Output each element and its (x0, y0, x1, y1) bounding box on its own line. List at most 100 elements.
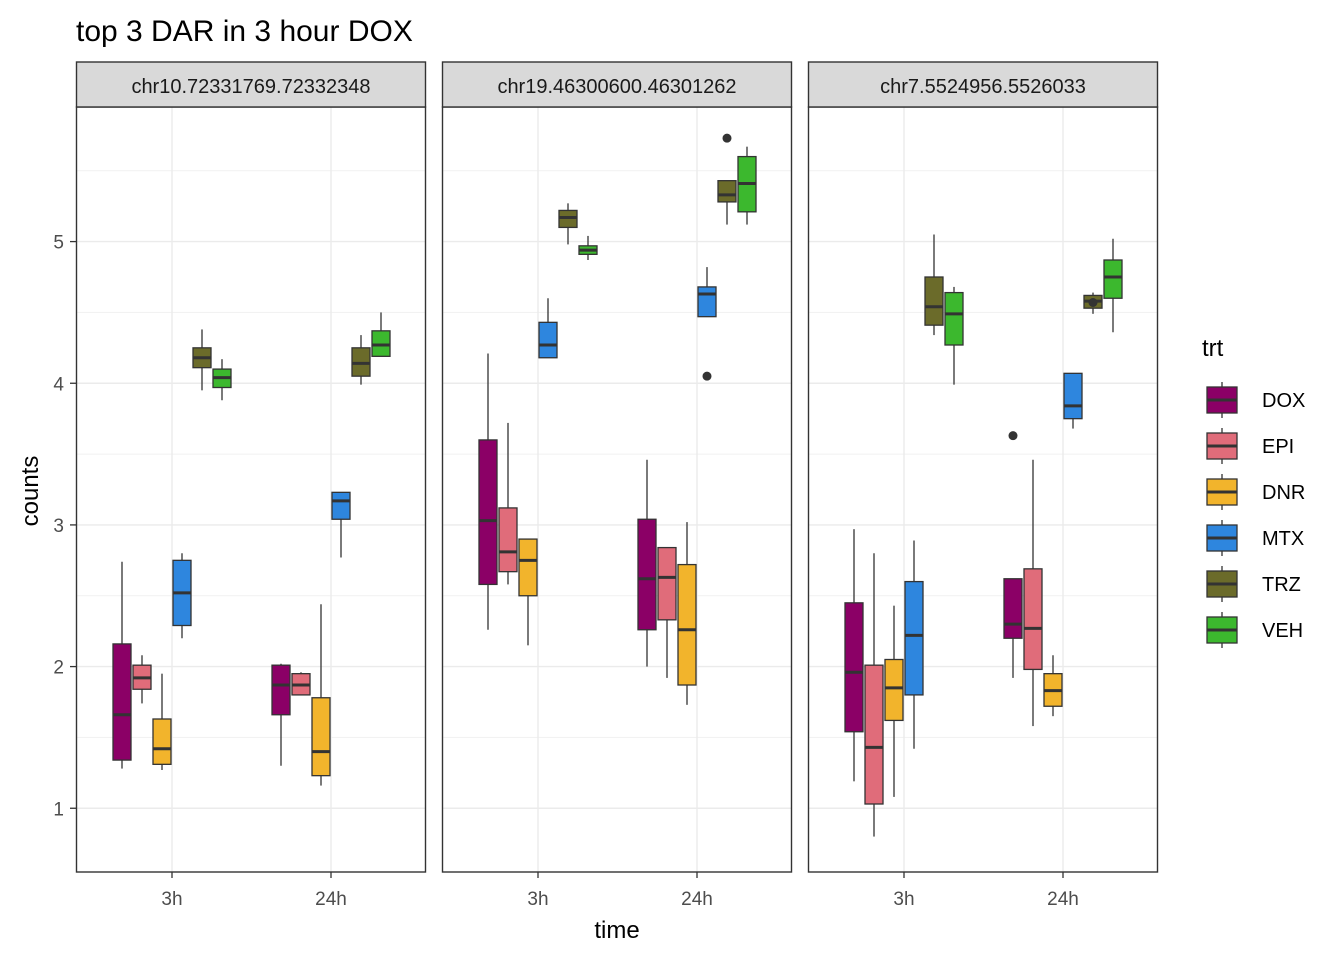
facet-strip (75, 61, 427, 108)
box-mtx-24h (331, 491, 351, 558)
box-iqr (924, 276, 944, 326)
y-tick-label: 1 (53, 799, 64, 820)
box-iqr (271, 664, 291, 716)
box-iqr (717, 180, 737, 203)
panel-background (76, 107, 426, 872)
box-mtx-3h (172, 553, 192, 639)
box-iqr (677, 563, 697, 686)
box-trz-24h (717, 133, 737, 225)
box-dnr-3h (884, 605, 904, 797)
box-trz-3h (558, 203, 578, 245)
panel-background (808, 107, 1158, 872)
legend-entries: DOX EPI DNR MTX TRZ VEH (1206, 382, 1305, 648)
box-dnr-24h (677, 522, 697, 705)
x-tick-label: 24h (1047, 889, 1079, 910)
legend-entry-mtx: MTX (1206, 520, 1304, 556)
box-dox-3h (478, 353, 498, 630)
legend-entry-epi: EPI (1206, 428, 1294, 464)
legend: trt DOX EPI DNR MTX TRZ VEH (1202, 335, 1305, 648)
x-tick-label: 3h (161, 889, 182, 910)
box-trz-3h (192, 329, 212, 391)
x-tick-label: 3h (527, 889, 548, 910)
legend-title: trt (1202, 335, 1224, 362)
legend-entry-trz: TRZ (1206, 566, 1301, 602)
y-tick-label: 2 (53, 658, 64, 679)
box-iqr (657, 546, 677, 621)
box-veh-3h (212, 359, 232, 401)
y-axis-title: counts (17, 456, 44, 527)
box-dox-3h (112, 561, 132, 769)
box-iqr (844, 602, 864, 733)
box-veh-3h (578, 235, 598, 260)
facet-strip (441, 61, 793, 108)
box-iqr (112, 643, 132, 761)
box-dnr-24h (1043, 655, 1063, 717)
x-tick-label: 24h (681, 889, 713, 910)
box-mtx-3h (904, 540, 924, 749)
facet-panels: chr10.72331769.72332348 3h 24h 1 2 3 4 5 chr19.4… (53, 61, 1159, 910)
box-dox-24h (271, 663, 291, 766)
box-iqr (1023, 568, 1043, 671)
box-veh-24h (371, 312, 391, 357)
box-epi-24h (1023, 459, 1043, 727)
box-iqr (478, 439, 498, 586)
box-iqr (1063, 372, 1083, 420)
x-tick-label: 24h (315, 889, 347, 910)
outlier-point (1088, 298, 1098, 307)
box-iqr (1103, 259, 1123, 299)
box-epi-24h (291, 672, 311, 696)
box-trz-24h (1083, 292, 1103, 314)
box-dox-3h (844, 529, 864, 782)
box-dnr-24h (311, 604, 331, 786)
chart-title: top 3 DAR in 3 hour DOX (76, 15, 413, 48)
box-epi-3h (498, 422, 518, 585)
box-dox-24h (637, 459, 657, 667)
legend-label: DOX (1262, 390, 1305, 412)
outlier-point (702, 371, 712, 381)
x-axis-title: time (594, 917, 639, 944)
box-veh-3h (944, 286, 964, 385)
panel-background (442, 107, 792, 872)
facet-strip-label: chr10.72331769.72332348 (131, 76, 370, 98)
legend-entry-dox: DOX (1206, 382, 1305, 418)
box-iqr (311, 697, 331, 777)
box-dox-24h (1003, 431, 1023, 678)
legend-label: TRZ (1262, 574, 1301, 596)
box-mtx-3h (538, 298, 558, 359)
facet-panel: chr10.72331769.72332348 3h 24h 1 2 3 4 5 (53, 61, 427, 910)
y-tick-label: 4 (53, 374, 64, 395)
box-epi-24h (657, 546, 677, 678)
box-trz-24h (351, 335, 371, 385)
legend-entry-veh: VEH (1206, 612, 1303, 648)
box-dnr-3h (152, 673, 172, 770)
box-iqr (884, 658, 904, 722)
box-veh-24h (1103, 238, 1123, 333)
box-mtx-24h (1063, 372, 1083, 429)
box-iqr (498, 507, 518, 573)
box-epi-3h (132, 655, 152, 704)
box-iqr (904, 580, 924, 696)
box-iqr (518, 538, 538, 597)
box-dnr-3h (518, 538, 538, 646)
y-tick-label: 5 (53, 233, 64, 254)
facet-strip-label: chr7.5524956.5526033 (880, 76, 1086, 98)
box-iqr (637, 518, 657, 631)
legend-label: EPI (1262, 436, 1294, 458)
box-trz-3h (924, 234, 944, 336)
outlier-point (1008, 431, 1018, 441)
legend-label: MTX (1262, 528, 1304, 550)
box-iqr (538, 321, 558, 359)
box-mtx-24h (697, 267, 717, 381)
box-iqr (331, 491, 351, 520)
x-tick-label: 3h (893, 889, 914, 910)
box-veh-24h (737, 146, 757, 225)
box-iqr (944, 291, 964, 346)
box-iqr (864, 664, 884, 805)
box-iqr (697, 286, 717, 318)
facet-strip-label: chr19.46300600.46301262 (497, 76, 736, 98)
box-iqr (1003, 578, 1023, 639)
facet-panel: chr19.46300600.46301262 3h 24h (441, 61, 793, 910)
legend-entry-dnr: DNR (1206, 474, 1305, 510)
box-epi-3h (864, 553, 884, 837)
outlier-point (722, 133, 732, 143)
